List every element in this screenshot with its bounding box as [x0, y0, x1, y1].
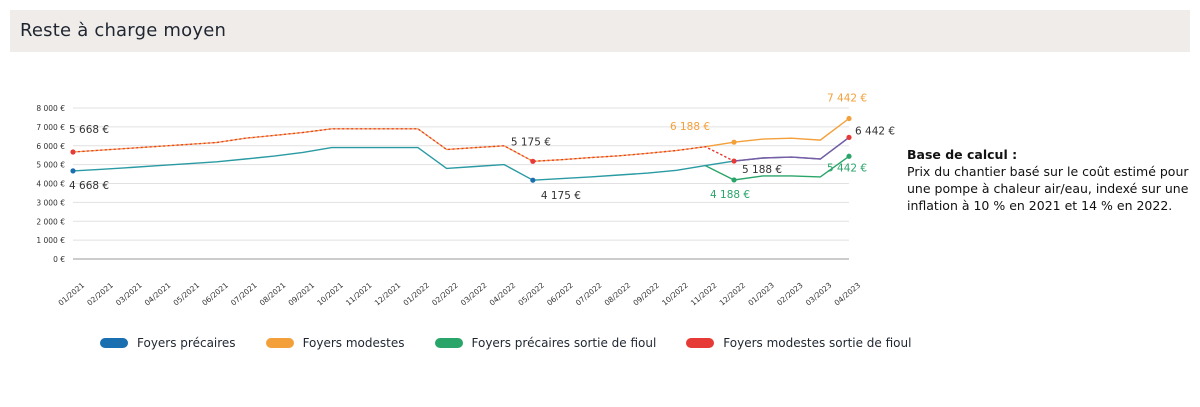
x-tick-label: 07/2021: [229, 280, 259, 307]
legend-item: Foyers modestes: [265, 336, 405, 350]
series-line: [704, 155, 850, 181]
legend-label: Foyers modestes sortie de fioul: [723, 336, 912, 350]
x-tick-label: 05/2022: [516, 280, 546, 307]
series-line: [705, 117, 850, 148]
y-tick-label: 2 000 €: [36, 217, 65, 226]
x-tick-label: 05/2021: [172, 280, 202, 307]
series-line: [733, 136, 850, 162]
x-tick-label: 03/2022: [459, 280, 489, 307]
series-line: [72, 128, 706, 162]
x-tick-label: 04/2022: [488, 280, 518, 307]
data-point: [530, 158, 536, 164]
x-tick-label: 08/2021: [258, 280, 288, 307]
data-point: [846, 115, 852, 122]
x-tick-label: 02/2023: [775, 280, 805, 307]
data-label: 5 442 €: [827, 162, 867, 174]
chart-legend: Foyers précaires Foyers modestes Foyers …: [100, 334, 941, 352]
note-title: Base de calcul :: [907, 147, 1018, 162]
data-point: [70, 168, 76, 174]
x-tick-label: 01/2023: [746, 280, 776, 307]
data-label: 6 188 €: [670, 121, 710, 133]
chart-header: Reste à charge moyen: [10, 10, 1190, 52]
x-tick-label: 09/2021: [286, 280, 316, 307]
x-tick-label: 12/2022: [718, 280, 748, 307]
line-chart: 0 € 1 000 € 2 000 € 3 000 € 4 000 € 5 000 € 6 …: [36, 93, 895, 308]
series-line: [72, 136, 850, 181]
data-label: 4 175 €: [541, 190, 581, 202]
data-label: 4 668 €: [69, 180, 109, 192]
y-tick-label: 8 000 €: [36, 104, 65, 113]
x-tick-label: 01/2022: [401, 280, 431, 307]
x-tick-label: 01/2021: [57, 280, 87, 307]
y-tick-label: 3 000 €: [36, 198, 65, 207]
data-label: 7 442 €: [827, 93, 867, 105]
y-tick-label: 5 000 €: [36, 161, 65, 170]
x-tick-label: 08/2022: [603, 280, 633, 307]
data-point: [846, 134, 852, 141]
x-tick-label: 10/2021: [315, 280, 345, 307]
legend-label: Foyers précaires: [137, 336, 236, 350]
data-point: [731, 177, 737, 183]
x-tick-label: 04/2023: [833, 280, 863, 307]
calculation-note: Base de calcul : Prix du chantier basé s…: [907, 146, 1197, 214]
data-point: [731, 158, 737, 164]
page-title: Reste à charge moyen: [20, 20, 227, 41]
y-tick-label: 4 000 €: [36, 180, 65, 189]
legend-item: Foyers précaires sortie de fioul: [434, 336, 657, 350]
legend-swatch: [434, 338, 463, 348]
x-tick-label: 12/2021: [373, 280, 403, 307]
data-label: 6 442 €: [855, 125, 895, 137]
x-tick-label: 02/2022: [430, 280, 460, 307]
legend-item: Foyers précaires: [100, 336, 236, 350]
x-tick-label: 11/2021: [344, 280, 374, 307]
y-tick-label: 6 000 €: [36, 142, 65, 151]
data-label: 5 668 €: [69, 124, 109, 136]
data-label: 5 175 €: [511, 136, 551, 148]
note-text: Prix du chantier basé sur le coût estimé…: [907, 164, 1189, 213]
x-tick-label: 06/2021: [200, 280, 230, 307]
data-point: [70, 149, 76, 155]
y-tick-label: 0 €: [53, 255, 65, 264]
legend-swatch: [686, 338, 715, 348]
data-label: 4 188 €: [710, 189, 750, 201]
legend-label: Foyers précaires sortie de fioul: [471, 336, 657, 350]
legend-label: Foyers modestes: [302, 336, 405, 350]
legend-swatch: [100, 338, 128, 348]
x-tick-label: 03/2023: [804, 280, 834, 307]
x-tick-label: 03/2021: [114, 280, 144, 307]
y-tick-label: 1 000 €: [36, 236, 65, 245]
x-tick-label: 02/2021: [85, 280, 115, 307]
x-tick-label: 06/2022: [545, 280, 575, 307]
x-tick-label: 11/2022: [689, 280, 719, 307]
x-tick-label: 04/2021: [143, 280, 173, 307]
x-tick-label: 10/2022: [660, 280, 690, 307]
x-tick-label: 09/2022: [631, 280, 661, 307]
data-point: [731, 139, 737, 145]
data-label: 5 188 €: [742, 164, 782, 176]
legend-swatch: [265, 338, 294, 348]
x-tick-label: 07/2022: [574, 280, 604, 307]
y-tick-label: 7 000 €: [36, 123, 65, 132]
data-point: [530, 177, 536, 183]
legend-item: Foyers modestes sortie de fioul: [686, 336, 911, 350]
data-point: [846, 153, 852, 159]
